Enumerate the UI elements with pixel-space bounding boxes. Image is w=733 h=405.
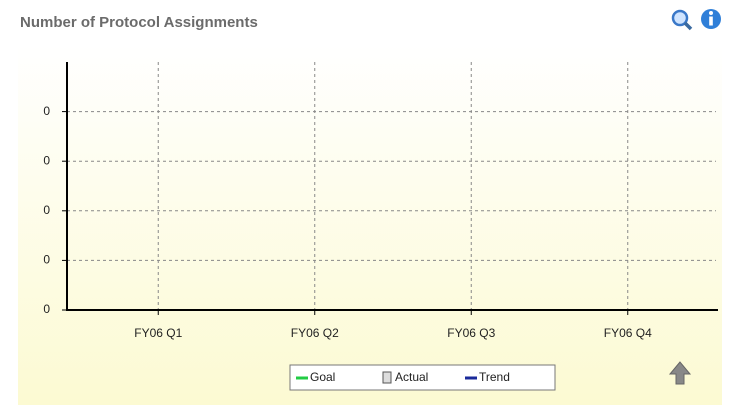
y-tick-label: 0: [43, 302, 50, 316]
x-tick-label: FY06 Q2: [291, 326, 339, 340]
info-icon[interactable]: [701, 9, 721, 29]
legend-label: Actual: [395, 370, 428, 384]
x-tick-label: FY06 Q1: [134, 326, 182, 340]
chart-panel: [18, 45, 722, 405]
x-tick-label: FY06 Q3: [447, 326, 495, 340]
legend-label: Goal: [310, 370, 335, 384]
y-tick-label: 0: [43, 203, 50, 217]
up-arrow[interactable]: [668, 361, 692, 385]
x-tick-label: FY06 Q4: [604, 326, 652, 340]
legend-swatch: [382, 371, 392, 384]
legend: [289, 364, 556, 391]
y-tick-label: 0: [43, 153, 50, 167]
chart-title: Number of Protocol Assignments: [20, 14, 258, 31]
zoom-icon[interactable]: [671, 9, 693, 31]
y-tick-label: 0: [43, 253, 50, 267]
legend-label: Trend: [479, 370, 510, 384]
y-tick-label: 0: [43, 104, 50, 118]
